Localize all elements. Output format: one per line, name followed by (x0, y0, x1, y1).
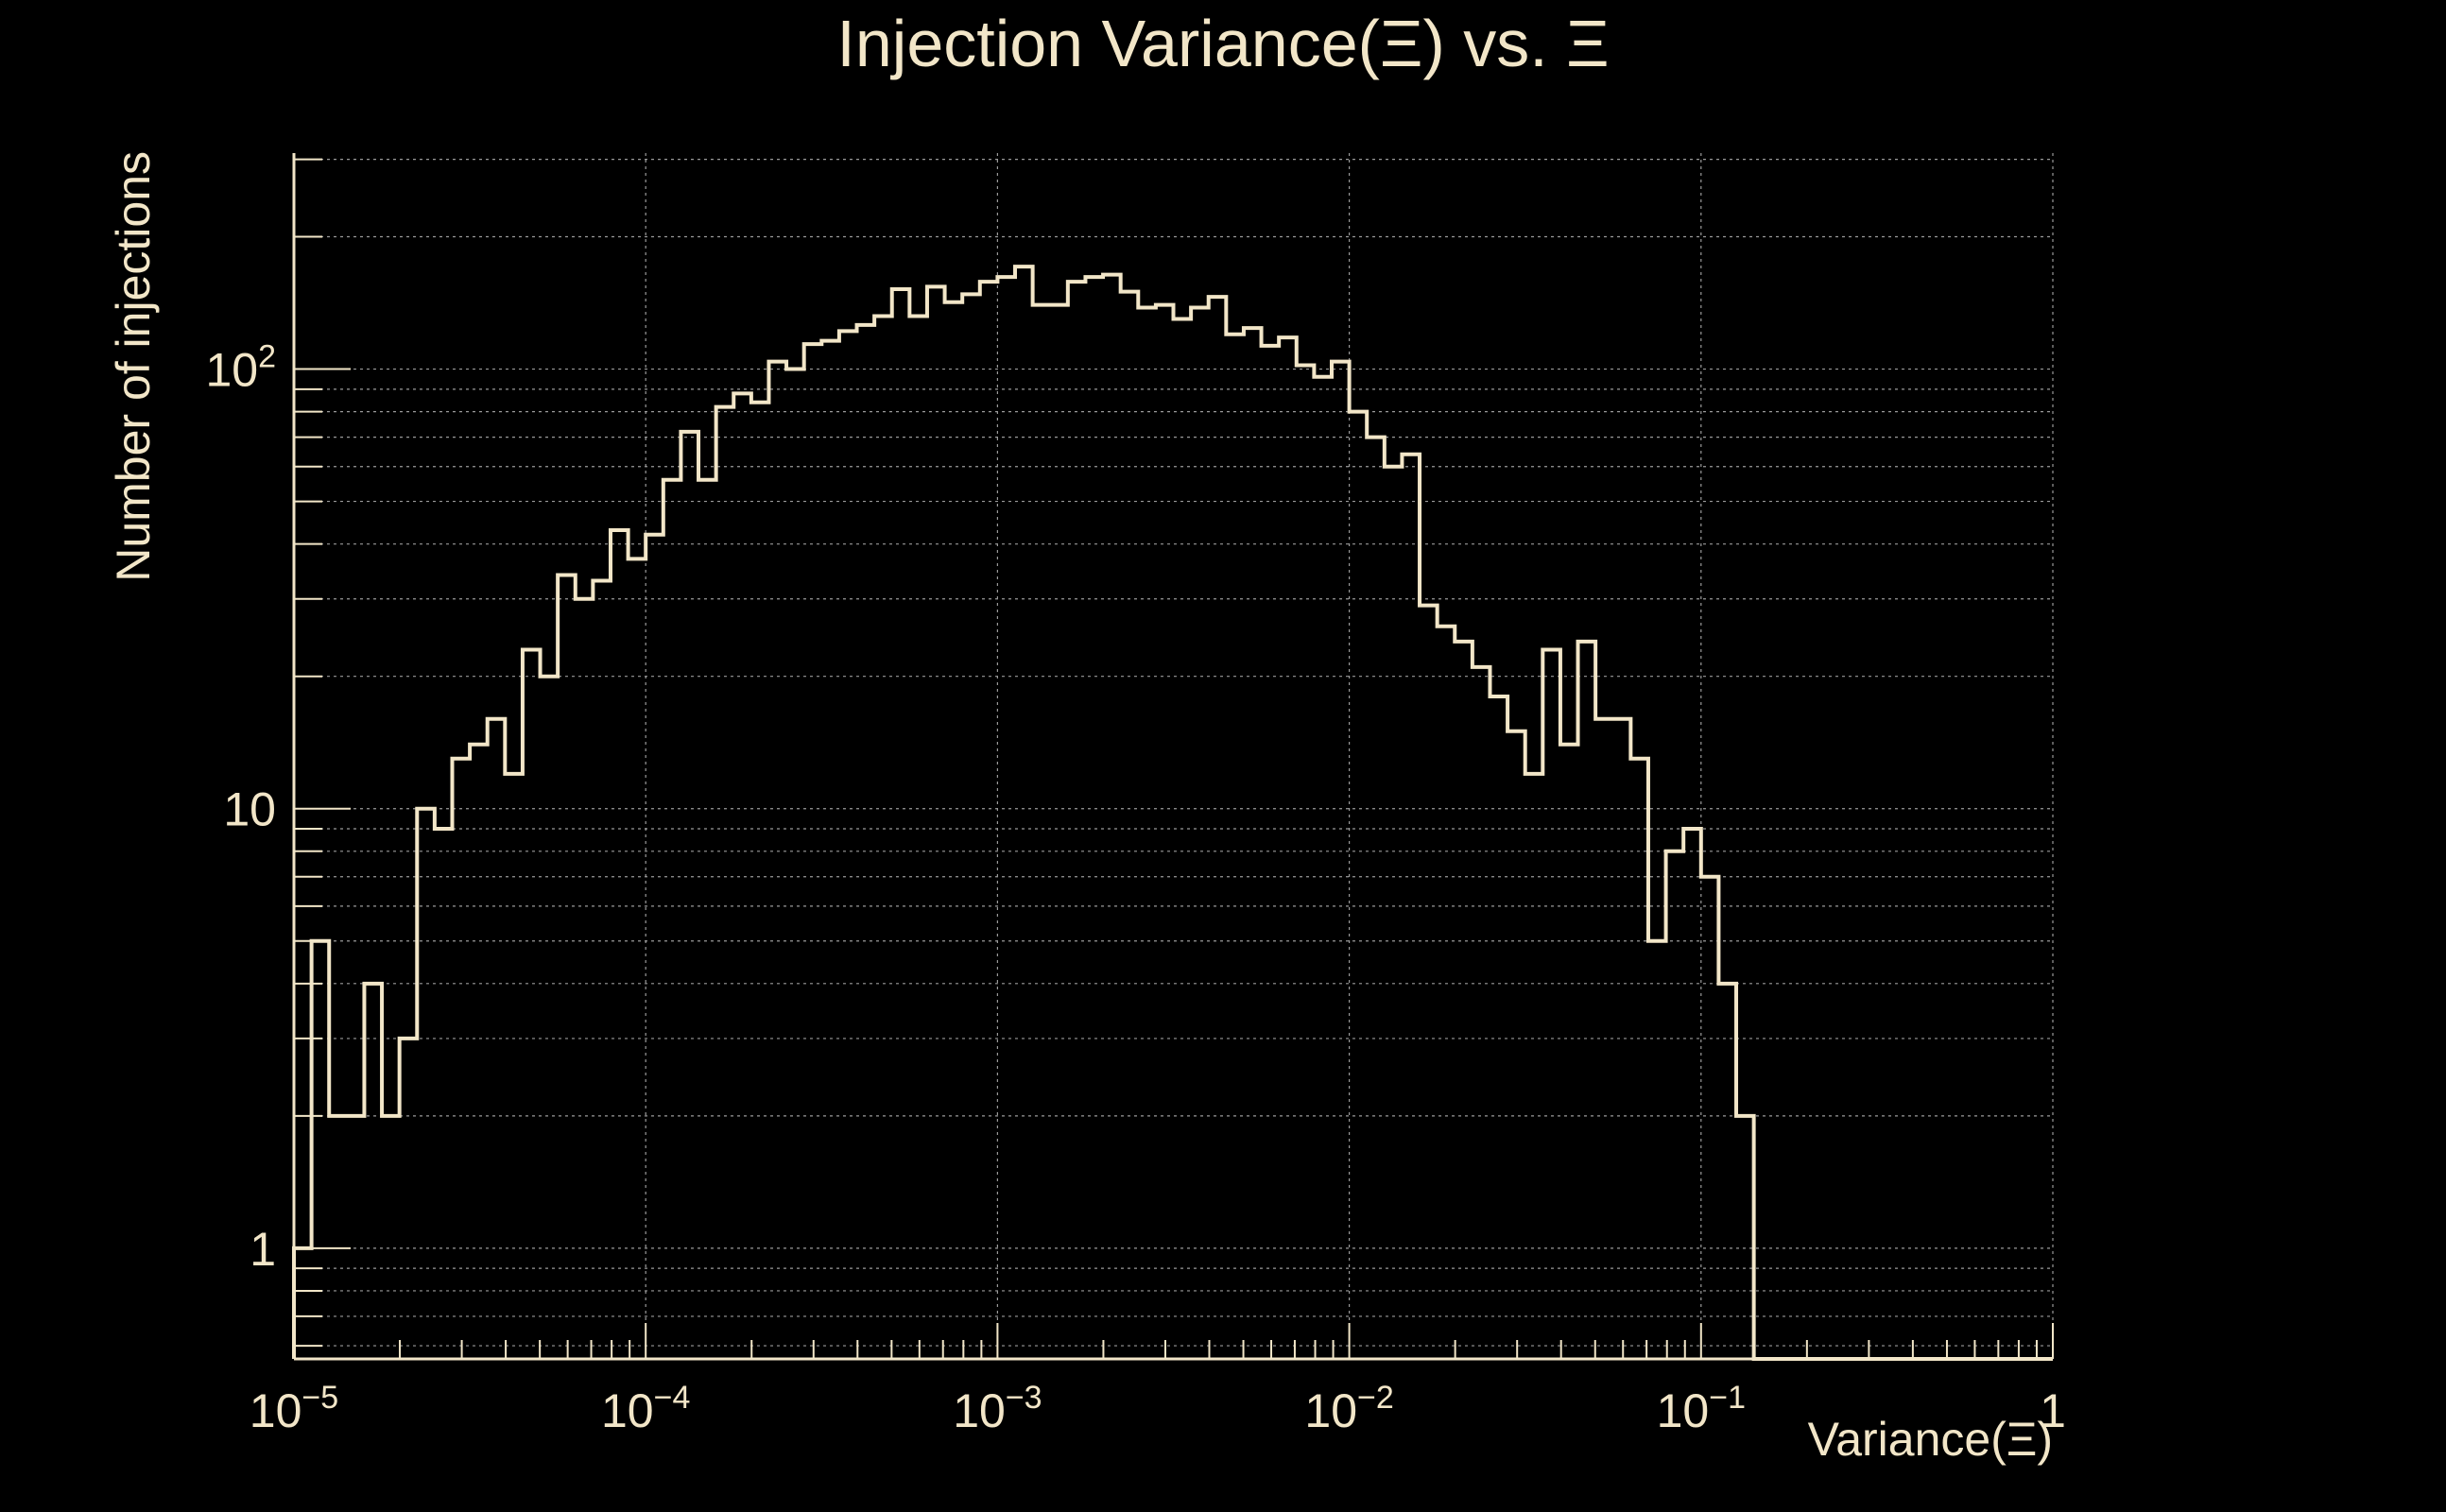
tick-labels: 10−5 10−4 10−3 10−2 10−1 1 1 10 102 (205, 339, 2065, 1437)
chart-title: Injection Variance(Ξ) vs. Ξ (836, 7, 1610, 80)
x-tick-label: 10−4 (601, 1380, 690, 1437)
axes (292, 153, 2053, 1361)
x-tick-label: 10−2 (1304, 1380, 1393, 1437)
y-tick-label: 102 (205, 339, 276, 397)
x-tick-label: 10−3 (953, 1380, 1042, 1437)
y-tick-label: 1 (250, 1223, 276, 1276)
y-tick-label: 10 (223, 783, 276, 836)
x-tick-label: 10−1 (1657, 1380, 1746, 1437)
grid-lines (293, 153, 2054, 1359)
x-axis-label: Variance(Ξ) (1808, 1413, 2053, 1466)
x-tick-label: 10−5 (250, 1380, 338, 1437)
tick-marks (293, 158, 2054, 1359)
y-axis-label: Number of injections (107, 151, 160, 582)
histogram-series (292, 265, 2053, 1361)
histogram-line (292, 265, 2053, 1361)
x-tick-label: 1 (2040, 1384, 2066, 1437)
